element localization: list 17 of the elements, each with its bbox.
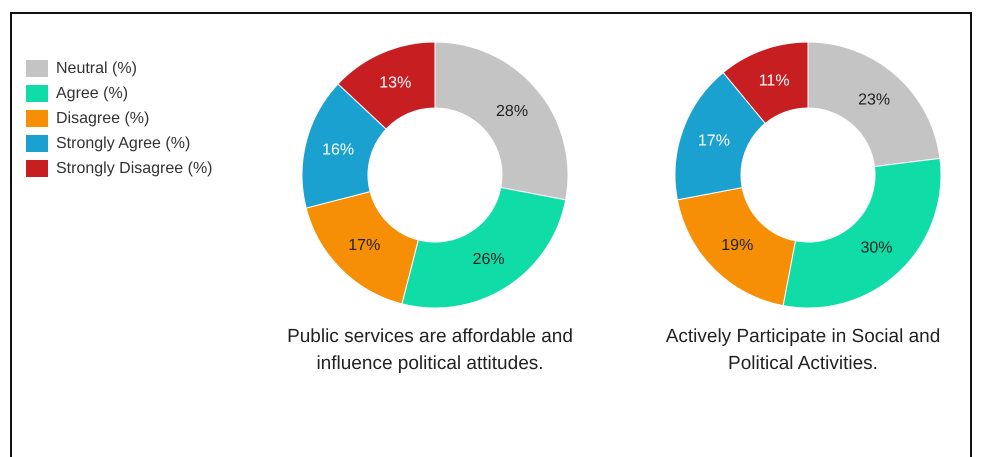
data-label: 17% [348,237,380,254]
data-label: 13% [379,74,412,92]
data-label: 19% [721,237,754,254]
data-label: 17% [698,132,730,150]
legend-label: Agree (%) [56,84,128,102]
data-label: 11% [758,72,790,90]
text: Public services are affordable and influence political attitudes. [286,325,574,376]
legend-label: Strongly Disagree (%) [56,160,212,178]
legend-label: Strongly Agree (%) [56,134,190,152]
data-label: 26% [472,250,505,268]
data-label: 16% [322,142,354,159]
data-label: 23% [858,91,890,108]
legend-label: Neutral (%) [56,60,137,78]
data-label: 28% [496,102,528,120]
data-label: 30% [860,239,892,256]
legend-label: Disagree (%) [56,110,150,128]
text: Actively Participate in Social and Political Activities. [664,325,942,376]
